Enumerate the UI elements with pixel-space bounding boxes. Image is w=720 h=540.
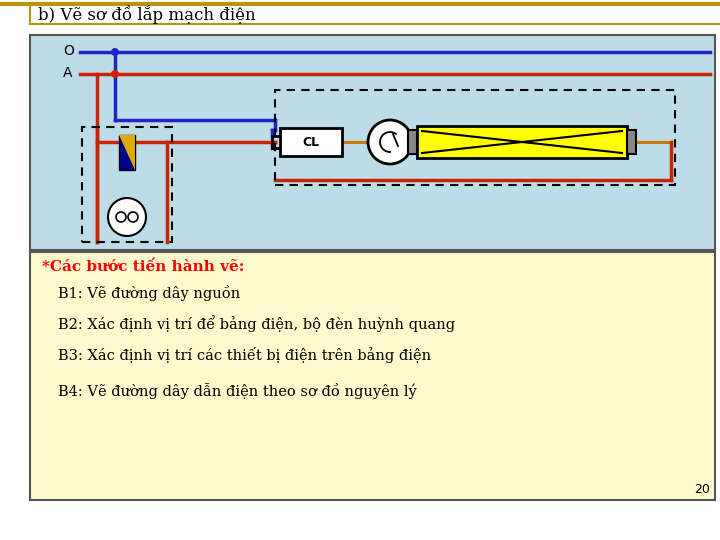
Bar [275,90,675,185]
Circle shape [111,48,119,56]
Text: B3: Xác định vị trí các thiết bị điện trên bảng điện: B3: Xác định vị trí các thiết bị điện tr… [58,347,431,363]
Text: O: O [63,44,74,58]
Circle shape [108,198,146,236]
Text: 20: 20 [694,483,710,496]
Bar [408,130,417,154]
Circle shape [111,70,119,78]
Text: CL: CL [302,136,320,148]
Bar [30,252,715,500]
Text: B4: Vẽ đường dây dẫn điện theo sơ đồ nguyên lý: B4: Vẽ đường dây dẫn điện theo sơ đồ ngu… [58,383,417,399]
Circle shape [368,120,412,164]
Polygon shape [119,135,135,170]
Text: A: A [63,66,73,80]
Polygon shape [119,135,135,170]
Text: B1: Vẽ đường dây nguồn: B1: Vẽ đường dây nguồn [58,285,240,301]
Bar [627,130,636,154]
Text: b) Vẽ sơ đồ lắp mạch điện: b) Vẽ sơ đồ lắp mạch điện [38,5,256,24]
Text: *Các bước tiến hành vẽ:: *Các bước tiến hành vẽ: [42,260,244,274]
Bar [82,127,172,242]
Bar [417,126,627,158]
Bar [280,128,342,156]
Bar [30,35,715,250]
Bar [0,0,720,35]
Text: B2: Xác định vị trí để bảng điện, bộ đèn huỳnh quang: B2: Xác định vị trí để bảng điện, bộ đèn… [58,315,455,332]
